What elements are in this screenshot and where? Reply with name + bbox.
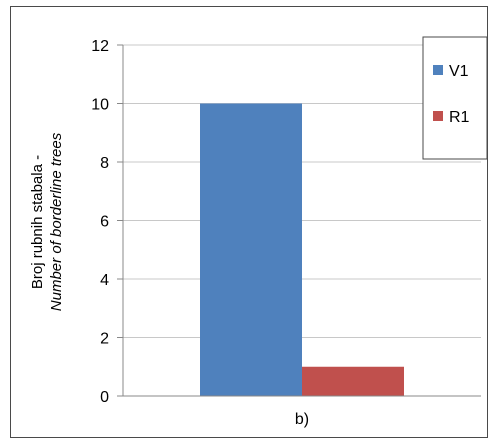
legend-label-V1: V1 xyxy=(449,63,469,80)
bars xyxy=(200,103,404,396)
x-tick-labels: b) xyxy=(295,411,309,428)
legend-box xyxy=(422,36,487,160)
bar-R1-0 xyxy=(302,366,404,396)
y-tick-label-8: 8 xyxy=(100,155,109,172)
bar-chart: 0 2 4 6 8 10 12 b) Broj rubnih stabala - Numbe… xyxy=(29,36,487,428)
y-tick-label-4: 4 xyxy=(100,272,109,289)
y-tick-label-10: 10 xyxy=(91,97,109,114)
y-tick-label-6: 6 xyxy=(100,214,109,231)
legend-label-R1: R1 xyxy=(449,109,470,126)
y-tick-label-12: 12 xyxy=(91,38,109,55)
y-tick-label-0: 0 xyxy=(100,389,109,406)
y-axis-title-line-1: Broj rubnih stabala - xyxy=(29,155,46,289)
legend: V1 R1 xyxy=(422,36,487,160)
y-tick-labels: 0 2 4 6 8 10 12 xyxy=(91,38,109,406)
bar-V1-0 xyxy=(200,103,302,396)
y-tick-label-2: 2 xyxy=(100,331,109,348)
chart-frame: 0 2 4 6 8 10 12 b) Broj rubnih stabala - Numbe… xyxy=(10,6,488,438)
y-axis-title-line-2: Number of borderline trees xyxy=(48,132,65,311)
legend-swatch-V1 xyxy=(433,65,443,75)
legend-swatch-R1 xyxy=(433,111,443,121)
x-tick-label-0: b) xyxy=(295,411,309,428)
axes xyxy=(122,45,481,397)
